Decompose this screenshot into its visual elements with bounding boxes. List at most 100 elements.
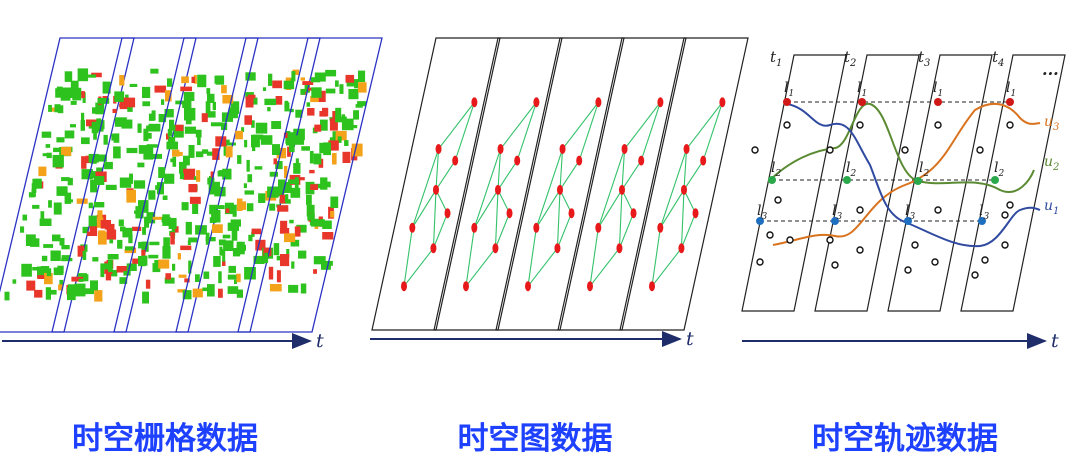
- raster-cell: [248, 234, 253, 242]
- location-marker: [904, 217, 912, 225]
- graph-edge: [562, 101, 599, 150]
- raster-cell: [287, 132, 296, 144]
- raster-cell: [34, 289, 43, 298]
- raster-cell: [133, 180, 146, 189]
- location-point: [774, 196, 782, 204]
- raster-cell: [47, 289, 57, 295]
- raster-cell: [192, 203, 199, 214]
- location-label: l2: [771, 160, 781, 179]
- graph-edge: [527, 247, 558, 287]
- raster-cell: [119, 103, 129, 107]
- raster-cell: [70, 100, 77, 105]
- raster-cell: [177, 289, 187, 293]
- location-point: [766, 231, 774, 239]
- raster-cell: [164, 173, 175, 184]
- raster-cell: [335, 130, 347, 141]
- graph-node: [557, 184, 563, 195]
- raster-cell: [214, 186, 226, 197]
- location-marker: [756, 217, 764, 225]
- raster-cell: [57, 105, 64, 114]
- raster-cell: [148, 254, 159, 259]
- raster-cell: [306, 204, 315, 217]
- raster-cell: [177, 253, 181, 260]
- raster-cell: [90, 179, 98, 193]
- graph-panel: t: [370, 37, 749, 350]
- raster-cell: [196, 170, 201, 182]
- raster-cell: [332, 153, 337, 165]
- graph-node: [430, 243, 437, 254]
- raster-cell: [41, 131, 52, 138]
- raster-frames: [0, 37, 383, 333]
- raster-cell: [183, 168, 196, 180]
- raster-cell: [105, 184, 117, 190]
- raster-cell: [275, 161, 283, 170]
- raster-cell: [268, 266, 274, 280]
- ellipsis: ...: [1042, 60, 1059, 79]
- location-label: l2: [919, 160, 929, 179]
- user-label-u2: u2: [1044, 154, 1059, 173]
- raster-cell: [118, 219, 124, 227]
- raster-cell: [38, 166, 47, 177]
- raster-cell: [295, 158, 299, 166]
- raster-cell: [81, 91, 85, 99]
- raster-cell: [78, 278, 84, 282]
- trajectory-frame: [741, 54, 847, 312]
- graph-edge: [473, 189, 499, 229]
- raster-cell: [209, 204, 218, 215]
- location-point: [786, 236, 794, 244]
- raster-cell: [345, 74, 355, 83]
- raster-cell: [172, 263, 176, 271]
- raster-cell: [294, 135, 305, 145]
- raster-cell: [296, 224, 307, 233]
- graph-edge: [659, 189, 685, 229]
- raster-cell: [321, 261, 331, 270]
- trajectory-u3: [772, 102, 1041, 246]
- raster-cell: [89, 171, 97, 179]
- raster-cell: [189, 196, 201, 204]
- raster-cell: [187, 240, 191, 245]
- raster-cell: [287, 146, 291, 157]
- raster-cell: [32, 204, 40, 209]
- raster-cell: [322, 232, 334, 240]
- location-point: [783, 121, 791, 129]
- graph-node: [657, 97, 664, 108]
- raster-cell: [277, 205, 289, 212]
- raster-cell: [113, 146, 121, 159]
- location-point: [976, 146, 984, 154]
- raster-cell: [302, 81, 314, 85]
- raster-cell: [321, 219, 325, 227]
- graph-edge: [497, 189, 511, 214]
- raster-cell: [322, 220, 332, 229]
- raster-cell: [126, 263, 137, 271]
- raster-cell: [222, 234, 231, 239]
- raster-cell: [146, 125, 150, 131]
- graph-node: [678, 243, 685, 254]
- raster-cell: [222, 171, 232, 176]
- raster-cell: [123, 271, 131, 276]
- graph-node: [700, 155, 707, 166]
- graph-node: [506, 208, 513, 219]
- graph-edge: [640, 102, 661, 161]
- raster-cell: [358, 70, 366, 82]
- raster-cell: [72, 87, 82, 101]
- raster-cell: [58, 284, 64, 291]
- raster-cell: [142, 86, 151, 98]
- raster-cell: [161, 217, 171, 223]
- raster-cell: [281, 182, 292, 193]
- location-label: l2: [994, 160, 1004, 179]
- raster-cell: [70, 80, 79, 89]
- raster-cell: [188, 237, 198, 243]
- raster-cell: [222, 249, 226, 262]
- raster-cell: [137, 123, 142, 133]
- raster-cell: [264, 98, 277, 106]
- raster-cell: [225, 208, 230, 213]
- raster-cell: [236, 201, 247, 210]
- graph-node: [463, 281, 469, 292]
- raster-frame: [237, 37, 383, 333]
- graph-edge: [403, 247, 434, 287]
- raster-cell: [123, 97, 136, 108]
- graph-frame: [433, 37, 563, 331]
- raster-cell: [289, 141, 295, 153]
- raster-cell: [152, 263, 161, 273]
- raster-cell: [60, 89, 71, 101]
